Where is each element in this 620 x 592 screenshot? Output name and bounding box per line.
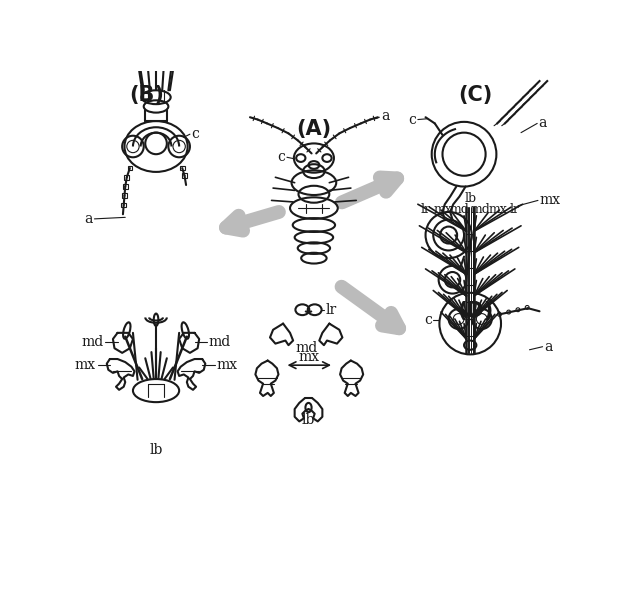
Text: c: c bbox=[192, 127, 200, 141]
Text: lr: lr bbox=[326, 303, 337, 317]
Text: a: a bbox=[544, 340, 552, 353]
Text: lr: lr bbox=[420, 202, 430, 215]
Bar bbox=[122, 202, 126, 207]
Text: md: md bbox=[295, 341, 317, 355]
Text: lb: lb bbox=[149, 443, 162, 457]
Text: c: c bbox=[278, 150, 285, 164]
Text: (D): (D) bbox=[458, 301, 494, 320]
Bar bbox=[123, 184, 128, 189]
Text: mx: mx bbox=[216, 358, 237, 372]
Text: (C): (C) bbox=[458, 85, 493, 105]
Text: mx: mx bbox=[489, 202, 507, 215]
Text: md: md bbox=[450, 202, 469, 215]
Text: md: md bbox=[208, 335, 231, 349]
Text: md: md bbox=[81, 335, 104, 349]
Text: (B): (B) bbox=[130, 85, 164, 105]
Bar bbox=[180, 166, 185, 170]
Text: mx: mx bbox=[539, 194, 560, 207]
Text: a: a bbox=[381, 109, 389, 123]
Text: a: a bbox=[539, 117, 547, 130]
Bar bbox=[122, 194, 126, 198]
Text: mx: mx bbox=[75, 358, 96, 372]
Bar bbox=[128, 166, 132, 170]
Text: lr: lr bbox=[510, 202, 520, 215]
Text: mx: mx bbox=[433, 202, 452, 215]
Text: (A): (A) bbox=[296, 119, 332, 139]
Bar bbox=[125, 175, 129, 179]
Text: lb: lb bbox=[302, 413, 315, 427]
Text: c: c bbox=[424, 313, 432, 327]
Text: md: md bbox=[471, 202, 491, 215]
Text: lb: lb bbox=[464, 192, 476, 205]
Text: c: c bbox=[409, 112, 416, 127]
Bar bbox=[182, 173, 187, 178]
Text: a: a bbox=[84, 212, 93, 226]
Text: mx: mx bbox=[298, 350, 319, 365]
